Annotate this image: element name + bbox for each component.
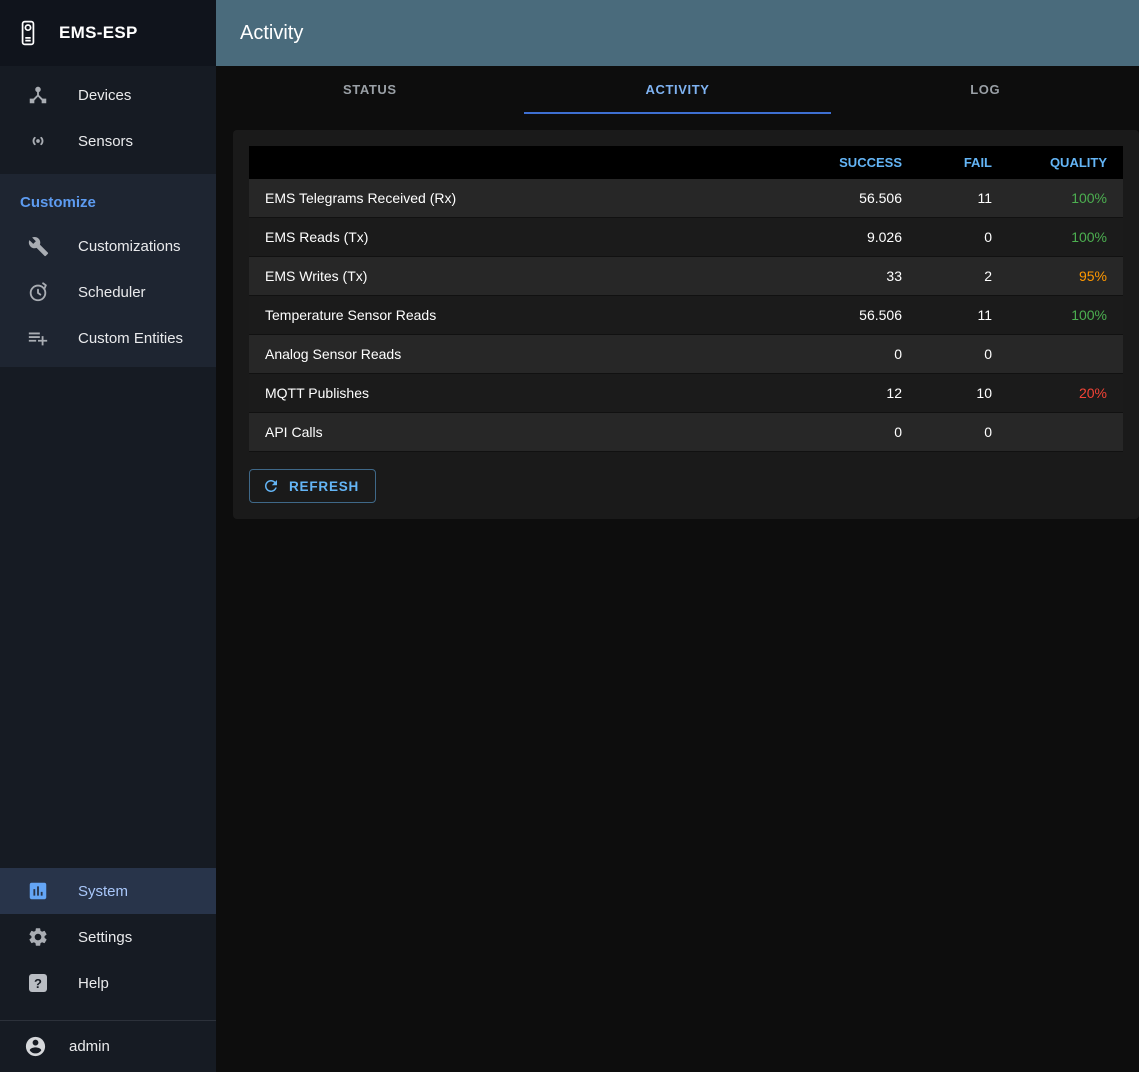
activity-card: SUCCESS FAIL QUALITY EMS Telegrams Recei…	[233, 130, 1139, 519]
user-name: admin	[69, 1038, 110, 1055]
row-success: 33	[788, 256, 918, 296]
sidebar-nav-bottom: System Settings ? Help	[0, 868, 216, 1006]
sidebar-divider	[0, 1020, 216, 1021]
refresh-button[interactable]: REFRESH	[249, 469, 377, 503]
row-fail: 0	[918, 412, 1008, 452]
row-fail: 10	[918, 373, 1008, 413]
system-chart-icon	[26, 879, 50, 903]
tools-icon	[26, 234, 50, 258]
sidebar-item-label: Settings	[78, 928, 133, 946]
activity-table: SUCCESS FAIL QUALITY EMS Telegrams Recei…	[249, 146, 1123, 452]
sidebar-nav-top: Devices Sensors	[0, 66, 216, 164]
refresh-button-label: REFRESH	[289, 478, 360, 494]
table-row: EMS Reads (Tx) 9.026 0 100%	[249, 217, 1123, 257]
help-icon: ?	[26, 971, 50, 995]
row-quality	[1008, 412, 1123, 452]
page-title: Activity	[240, 21, 304, 44]
app-title: EMS-ESP	[59, 23, 138, 42]
gear-icon	[26, 925, 50, 949]
row-quality	[1008, 334, 1123, 374]
app-bar: Activity	[216, 0, 1139, 66]
row-name: EMS Telegrams Received (Rx)	[249, 179, 788, 218]
row-name: Analog Sensor Reads	[249, 334, 788, 374]
row-success: 56.506	[788, 295, 918, 335]
table-row: EMS Writes (Tx) 33 2 95%	[249, 256, 1123, 296]
row-fail: 2	[918, 256, 1008, 296]
tab-activity[interactable]: ACTIVITY	[523, 66, 832, 114]
row-name: MQTT Publishes	[249, 373, 788, 413]
row-success: 9.026	[788, 217, 918, 257]
row-quality: 100%	[1008, 179, 1123, 218]
table-row: MQTT Publishes 12 10 20%	[249, 373, 1123, 413]
main-area: Activity STATUS ACTIVITY LOG SUCCESS	[216, 0, 1139, 1072]
sidebar: EMS-ESP Devices Sensors	[0, 0, 216, 1072]
sidebar-item-label: Devices	[78, 86, 132, 104]
row-name: EMS Writes (Tx)	[249, 256, 788, 296]
row-name: EMS Reads (Tx)	[249, 217, 788, 257]
sidebar-item-sensors[interactable]: Sensors	[0, 118, 216, 164]
sidebar-item-label: Custom Entities	[78, 329, 184, 347]
refresh-icon	[262, 477, 280, 495]
col-header-fail: FAIL	[918, 146, 1008, 179]
sidebar-item-system[interactable]: System	[0, 868, 216, 914]
table-row: Analog Sensor Reads 0 0	[249, 334, 1123, 374]
row-quality: 95%	[1008, 256, 1123, 296]
table-row: Temperature Sensor Reads 56.506 11 100%	[249, 295, 1123, 335]
row-success: 56.506	[788, 179, 918, 218]
sidebar-item-devices[interactable]: Devices	[0, 72, 216, 118]
table-row: EMS Telegrams Received (Rx) 56.506 11 10…	[249, 179, 1123, 218]
row-success: 0	[788, 412, 918, 452]
row-quality: 100%	[1008, 295, 1123, 335]
sidebar-item-label: Help	[78, 974, 109, 992]
row-fail: 0	[918, 334, 1008, 374]
row-success: 0	[788, 334, 918, 374]
row-fail: 11	[918, 295, 1008, 335]
tab-bar: STATUS ACTIVITY LOG	[216, 66, 1139, 114]
account-icon	[23, 1035, 47, 1059]
row-name: Temperature Sensor Reads	[249, 295, 788, 335]
sensors-icon	[26, 129, 50, 153]
row-fail: 0	[918, 217, 1008, 257]
sidebar-item-label: Sensors	[78, 132, 134, 150]
row-fail: 11	[918, 179, 1008, 218]
ems-esp-logo-icon	[15, 20, 41, 46]
row-name: API Calls	[249, 412, 788, 452]
sidebar-item-customizations[interactable]: Customizations	[0, 223, 216, 269]
sidebar-item-label: System	[78, 882, 129, 900]
sidebar-item-custom-entities[interactable]: Custom Entities	[0, 315, 216, 361]
sidebar-item-scheduler[interactable]: Scheduler	[0, 269, 216, 315]
sidebar-section-customize: Customize Customizations Scheduler	[0, 174, 216, 367]
sidebar-user-admin[interactable]: admin	[0, 1021, 216, 1072]
customize-section-title: Customize	[20, 194, 96, 211]
app-logo-header: EMS-ESP	[0, 0, 216, 66]
sidebar-item-label: Scheduler	[78, 283, 146, 301]
devices-icon	[26, 83, 50, 107]
col-header-quality: QUALITY	[1008, 146, 1123, 179]
col-header-name	[249, 146, 788, 179]
playlist-add-icon	[26, 326, 50, 350]
sidebar-item-label: Customizations	[78, 237, 181, 255]
sidebar-spacer	[0, 367, 216, 868]
scheduler-clock-icon	[26, 280, 50, 304]
row-quality: 20%	[1008, 373, 1123, 413]
col-header-success: SUCCESS	[788, 146, 918, 179]
row-success: 12	[788, 373, 918, 413]
tab-status[interactable]: STATUS	[343, 81, 397, 97]
tab-log[interactable]: LOG	[970, 81, 1001, 97]
sidebar-item-settings[interactable]: Settings	[0, 914, 216, 960]
table-header-row: SUCCESS FAIL QUALITY	[249, 146, 1123, 179]
table-row: API Calls 0 0	[249, 412, 1123, 452]
row-quality: 100%	[1008, 217, 1123, 257]
sidebar-item-help[interactable]: ? Help	[0, 960, 216, 1006]
